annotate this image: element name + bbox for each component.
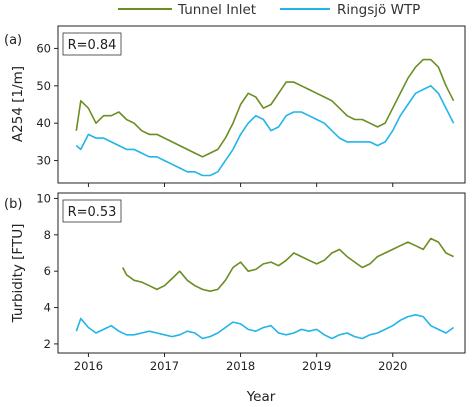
panel-a-series: [75, 58, 455, 177]
panel-b-xtick-label: 2017: [150, 359, 179, 373]
panel-b-r-box: [62, 199, 122, 223]
panel-a-series-ringsj-wtp: [75, 85, 455, 177]
panel-b-ytick-label: 8: [44, 228, 51, 242]
panel-b-series-ringsj-wtp: [75, 313, 455, 340]
panel-b-yticks: 2 4 6 8 10: [36, 191, 58, 351]
panel-a-ylabel: A254 [1/m]: [10, 66, 26, 142]
panel-b-label: (b): [4, 197, 22, 212]
panel-a-frame: [57, 25, 466, 184]
panel-a-ytick-label: 60: [36, 41, 51, 55]
panel-a-ytick-label: 40: [36, 116, 51, 130]
legend-label-tunnel-inlet: Tunnel Inlet: [177, 2, 256, 18]
panel-a-series-tunnel-inlet: [75, 58, 455, 158]
panel-a-xticks: [87, 183, 394, 187]
panel-a-yticks: 30 40 50 60: [36, 41, 58, 168]
panel-b-xtick-label: 2018: [226, 359, 255, 373]
legend-label-ringsjo-wtp: Ringsjö WTP: [337, 2, 420, 18]
panel-b-ytick-label: 6: [44, 264, 51, 278]
panel-b-ytick-label: 2: [44, 337, 51, 351]
panel-b-ytick-label: 4: [44, 301, 51, 315]
panel-b-ytick-label: 10: [36, 191, 51, 205]
x-axis-label: Year: [246, 389, 276, 405]
panel-b-xtick-label: 2019: [302, 359, 331, 373]
panel-b-xtick-label: 2016: [74, 359, 103, 373]
panel-b-ylabel: Turbidity [FTU]: [10, 224, 26, 324]
panel-a-label: (a): [4, 33, 22, 48]
panel-b-xtick-label: 2020: [378, 359, 407, 373]
panel-a-r-box: [62, 32, 122, 56]
legend: Tunnel Inlet Ringsjö WTP: [118, 2, 420, 18]
panel-a-r-value: R=0.84: [68, 38, 117, 53]
panel-b-series: [75, 237, 455, 340]
panel-a-ytick-label: 30: [36, 154, 51, 168]
panel-b-series-tunnel-inlet: [121, 237, 454, 293]
panel-b-xticks: 2016 2017 2018 2019 2020: [74, 353, 407, 373]
panel-b-frame: [57, 192, 466, 354]
panel-a: (a) A254 [1/m] 30 40 50 60 R=0.84: [4, 25, 466, 187]
panel-b-r-value: R=0.53: [68, 205, 117, 220]
panel-a-ytick-label: 50: [36, 79, 51, 93]
